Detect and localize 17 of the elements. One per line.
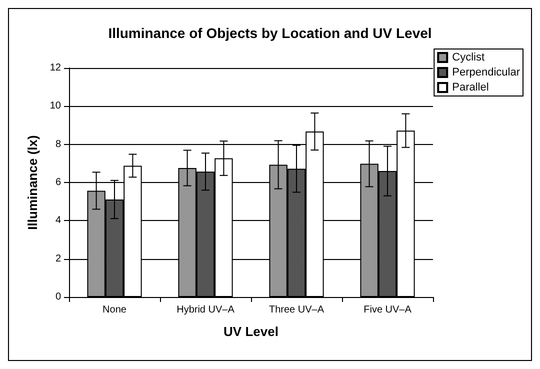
y-tick-label: 6 bbox=[55, 177, 62, 188]
y-tick-label: 2 bbox=[55, 253, 62, 264]
x-tick-label: Five UV–A bbox=[364, 304, 412, 316]
y-tick-label: 0 bbox=[55, 292, 62, 302]
legend-label: Parallel bbox=[452, 82, 489, 94]
legend-label: Cyclist bbox=[452, 52, 485, 64]
x-tick-label: Hybrid UV–A bbox=[176, 304, 235, 316]
y-tick-label: 8 bbox=[55, 138, 62, 150]
chart-title: Illuminance of Objects by Location and UV Level bbox=[108, 25, 432, 41]
y-tick-label: 4 bbox=[55, 215, 62, 226]
legend-label: Perpendicular bbox=[452, 66, 520, 78]
y-axis-title: Illuminance (lx) bbox=[24, 135, 40, 230]
x-axis-title: UV Level bbox=[224, 324, 278, 339]
x-tick-label: Three UV–A bbox=[268, 304, 324, 316]
y-tick-label: 12 bbox=[50, 62, 62, 74]
x-tick-label: None bbox=[102, 304, 127, 316]
y-tick-label: 10 bbox=[50, 100, 62, 112]
